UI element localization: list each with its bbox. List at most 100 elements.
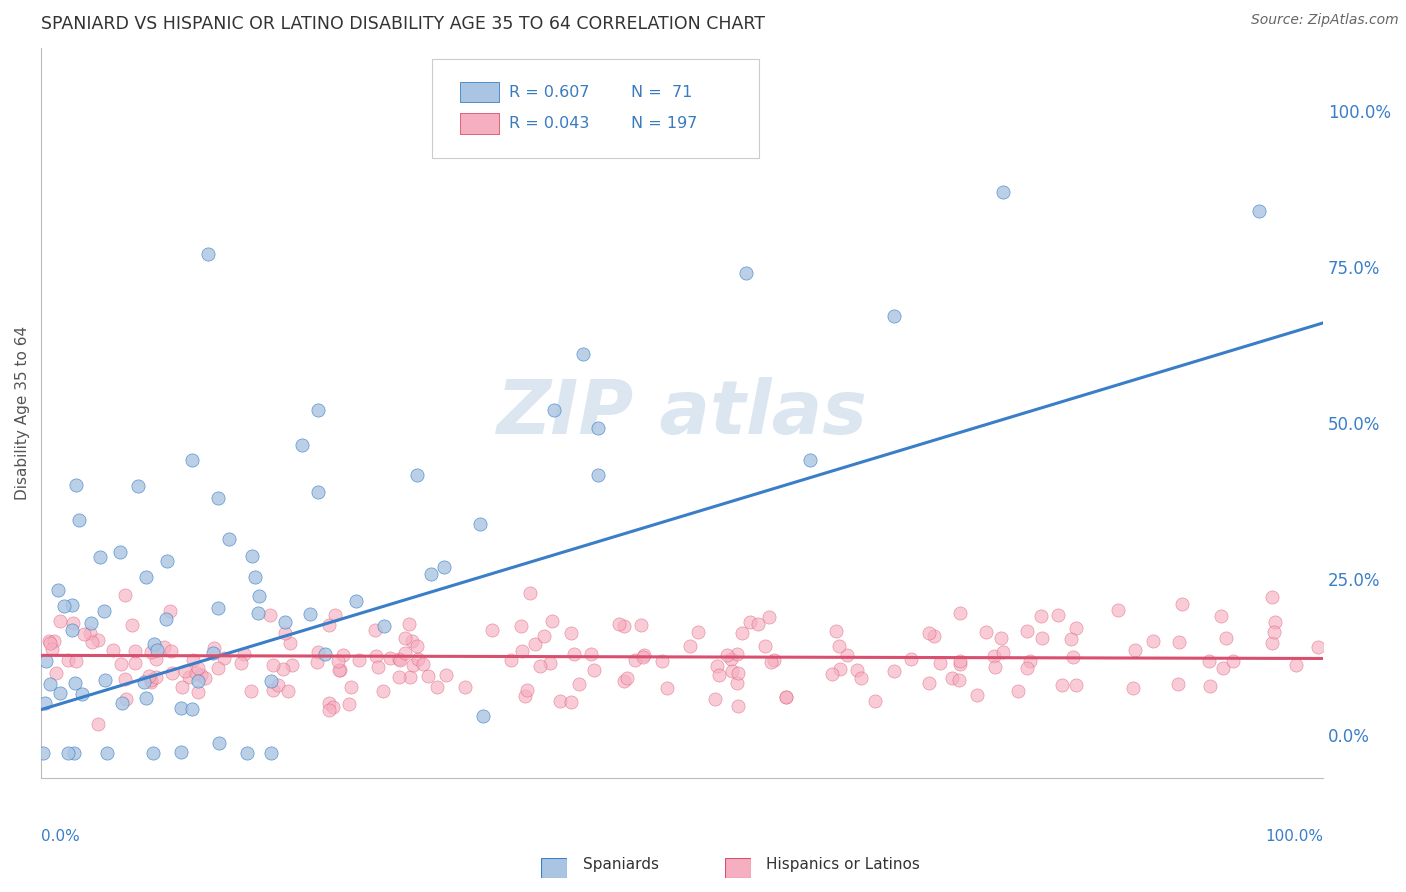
Point — [725, 676, 748, 690]
Point — [388, 653, 411, 667]
Point — [110, 657, 132, 671]
Point — [688, 625, 710, 640]
Point — [190, 668, 212, 682]
Point — [194, 671, 217, 685]
Point — [388, 652, 411, 666]
Point — [114, 691, 136, 706]
Point — [735, 266, 758, 280]
Point — [142, 637, 165, 651]
Point — [1007, 684, 1029, 698]
Point — [720, 652, 742, 666]
Point — [1015, 661, 1038, 675]
Point — [613, 618, 636, 632]
Point — [41, 641, 63, 656]
Point — [991, 185, 1014, 199]
Point — [349, 653, 371, 667]
Point — [727, 665, 749, 680]
Point — [271, 662, 294, 676]
Point — [62, 746, 84, 760]
Point — [307, 655, 329, 669]
Point — [138, 669, 160, 683]
Point — [34, 696, 56, 710]
Point — [828, 639, 851, 653]
Point — [704, 691, 727, 706]
Point — [142, 746, 165, 760]
Point — [918, 676, 941, 690]
Point — [236, 746, 259, 760]
Point — [716, 648, 738, 662]
Text: N = 197: N = 197 — [631, 116, 697, 131]
Point — [96, 746, 118, 760]
Point — [949, 654, 972, 668]
Text: Hispanics or Latinos: Hispanics or Latinos — [766, 857, 920, 872]
Point — [49, 686, 72, 700]
Point — [145, 652, 167, 666]
Point — [725, 648, 748, 662]
Point — [583, 663, 606, 677]
Point — [762, 653, 785, 667]
Point — [399, 670, 422, 684]
Point — [572, 347, 595, 361]
Text: Spaniards: Spaniards — [583, 857, 659, 872]
Point — [990, 631, 1012, 645]
Text: Source: ZipAtlas.com: Source: ZipAtlas.com — [1251, 13, 1399, 28]
Point — [426, 680, 449, 694]
Point — [560, 695, 582, 709]
Text: R = 0.043: R = 0.043 — [509, 116, 589, 131]
Point — [401, 634, 423, 648]
Point — [56, 653, 79, 667]
Point — [948, 673, 970, 688]
Point — [510, 644, 533, 658]
Point — [613, 674, 636, 689]
Point — [799, 453, 821, 467]
Point — [89, 549, 111, 564]
Point — [761, 655, 783, 669]
Point — [160, 644, 183, 658]
Point — [218, 533, 240, 547]
Point — [65, 654, 87, 668]
Point — [1285, 657, 1308, 672]
Point — [65, 478, 87, 492]
Point — [560, 625, 582, 640]
Point — [983, 648, 1005, 663]
Point — [277, 684, 299, 698]
Point — [1107, 603, 1129, 617]
Point — [318, 703, 340, 717]
Point — [747, 617, 769, 632]
Point — [101, 643, 124, 657]
Point — [1198, 655, 1220, 669]
Point — [87, 633, 110, 648]
Point — [135, 690, 157, 705]
Point — [633, 649, 655, 664]
Point — [607, 617, 630, 632]
Point — [1060, 632, 1083, 646]
Point — [63, 676, 86, 690]
Point — [394, 646, 416, 660]
Point — [202, 640, 225, 655]
Point — [139, 645, 162, 659]
Point — [373, 684, 395, 698]
Point — [1064, 621, 1087, 635]
Point — [72, 627, 94, 641]
Point — [212, 650, 235, 665]
Point — [337, 697, 360, 711]
Point — [67, 513, 90, 527]
Point — [207, 491, 229, 505]
Point — [1031, 632, 1053, 646]
Point — [184, 665, 207, 680]
Point — [1017, 624, 1039, 639]
Point — [93, 673, 115, 688]
Point — [307, 484, 329, 499]
Point — [1308, 640, 1330, 655]
Point — [179, 670, 201, 684]
Point — [82, 635, 104, 649]
Point — [922, 629, 945, 643]
Point — [883, 310, 905, 324]
Point — [329, 663, 352, 677]
Point — [883, 664, 905, 678]
Point — [616, 671, 638, 685]
Text: N =  71: N = 71 — [631, 85, 692, 100]
Point — [586, 467, 609, 482]
Text: 0.0%: 0.0% — [41, 830, 80, 845]
Point — [824, 624, 846, 639]
